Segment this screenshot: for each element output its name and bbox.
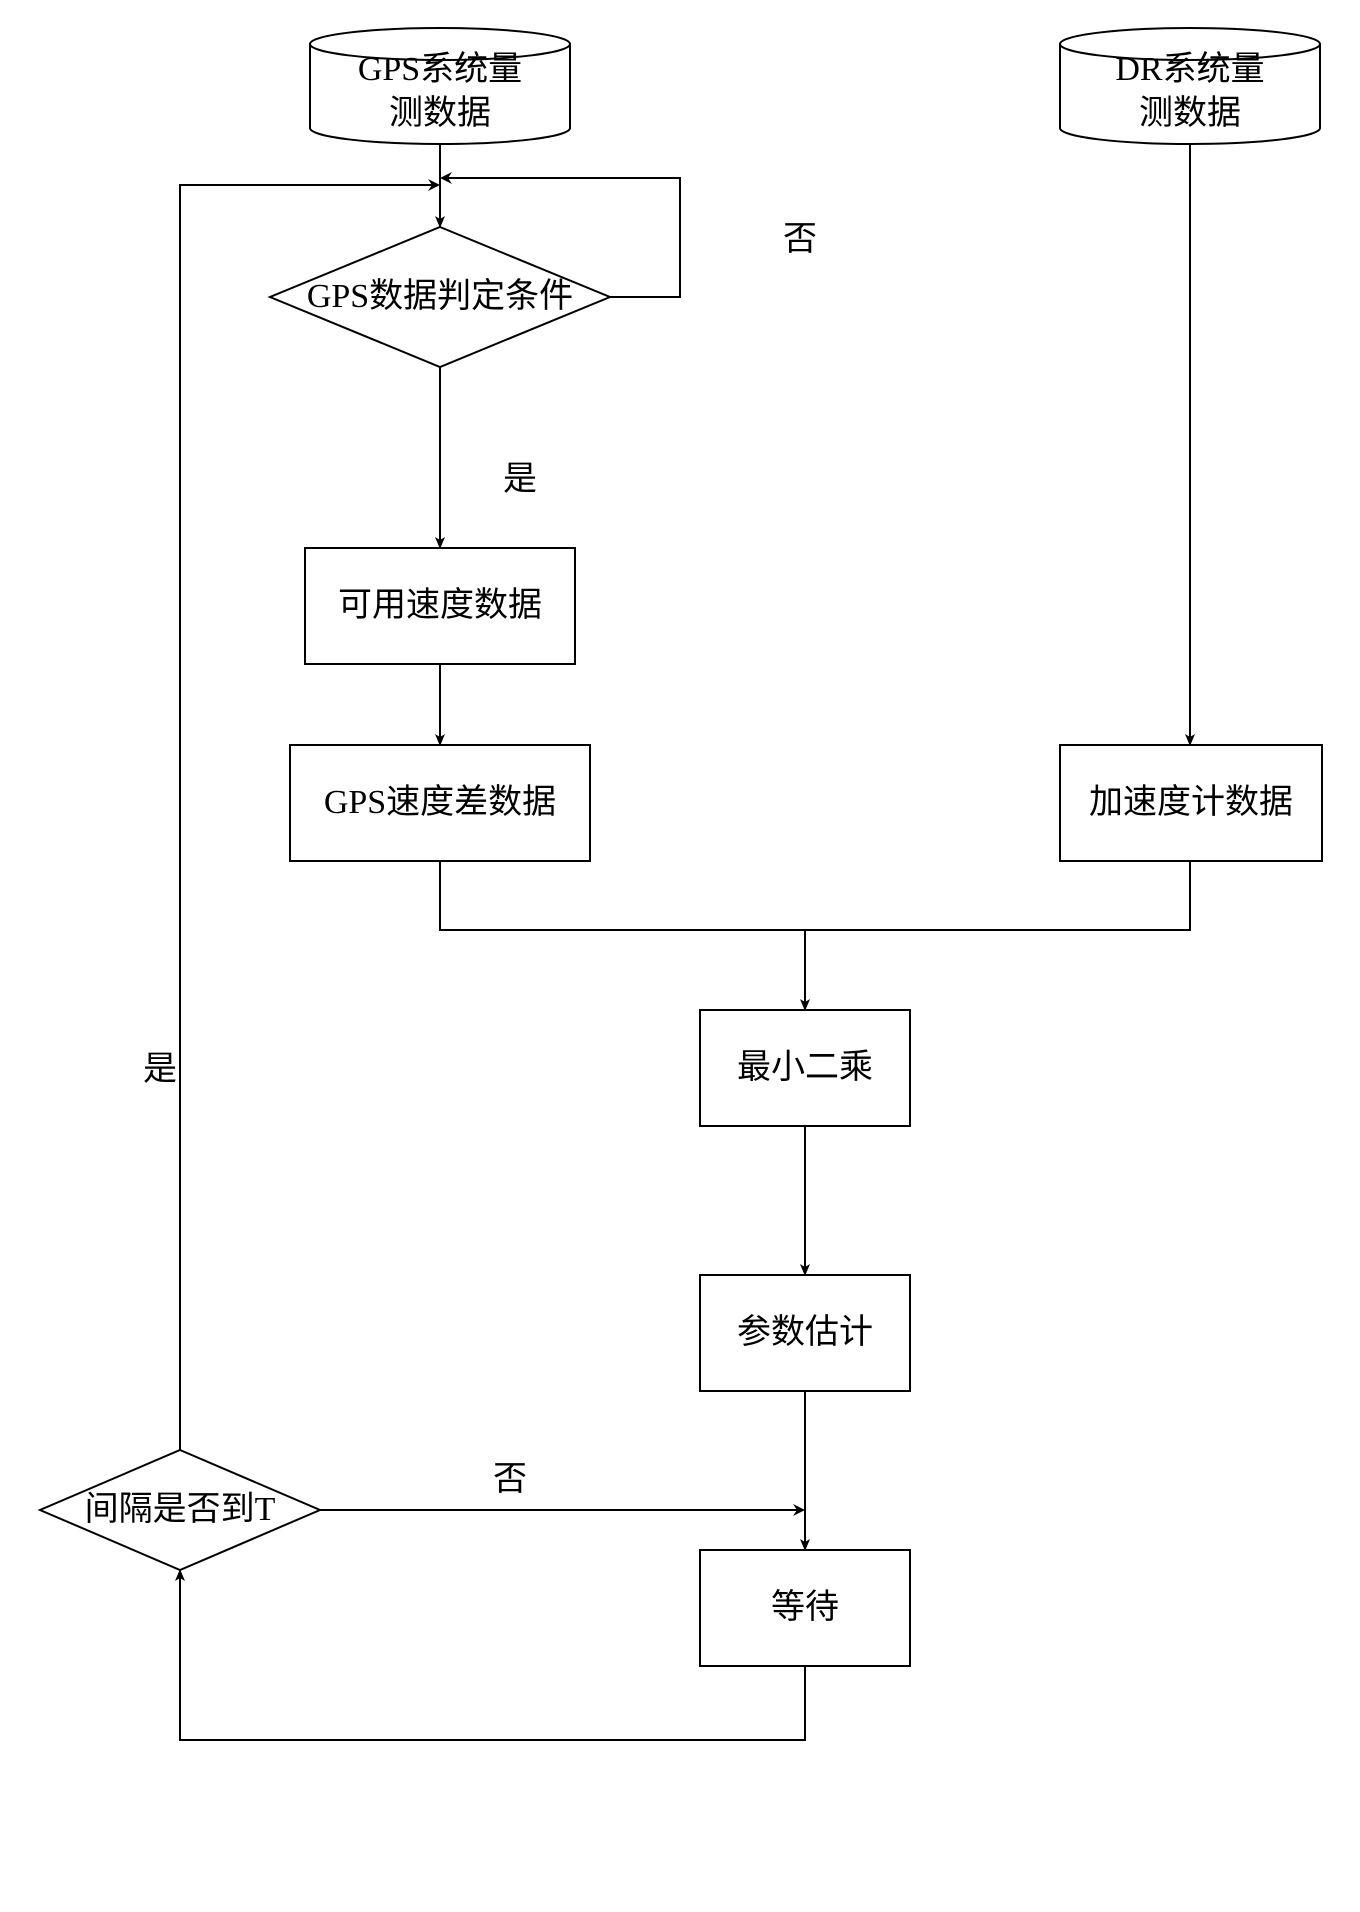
node-gps_decision: GPS数据判定条件	[270, 227, 610, 367]
node-wait: 等待	[700, 1550, 910, 1666]
node-dr_cylinder: DR系统量 测数据	[1060, 38, 1320, 146]
node-gps_cylinder: GPS系统量 测数据	[310, 38, 570, 146]
node-accel_data: 加速度计数据	[1060, 745, 1322, 861]
node-usable_speed: 可用速度数据	[305, 548, 575, 664]
node-least_squares: 最小二乘	[700, 1010, 910, 1126]
node-interval_decision: 间隔是否到T	[40, 1450, 320, 1570]
flowchart-canvas	[0, 0, 1360, 1912]
node-param_est: 参数估计	[700, 1275, 910, 1391]
node-gps_speed_diff: GPS速度差数据	[290, 745, 590, 861]
edge-label-yes2: 是	[130, 1050, 190, 1090]
edge-label-no1: 否	[770, 220, 830, 260]
edge-label-no2: 否	[480, 1460, 540, 1500]
edge-label-yes1: 是	[490, 460, 550, 500]
